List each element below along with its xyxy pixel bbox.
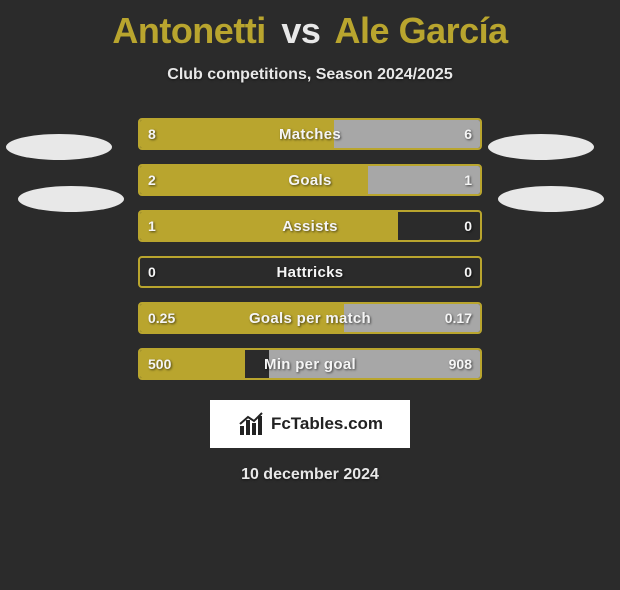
- bar-chart-icon: [237, 410, 265, 438]
- vs-separator: vs: [281, 10, 320, 51]
- stat-value-right: 6: [464, 118, 472, 150]
- stat-label: Hattricks: [138, 256, 482, 288]
- stat-value-right: 1: [464, 164, 472, 196]
- player-silhouette-placeholder: [488, 134, 594, 160]
- infographic-date: 10 december 2024: [0, 466, 620, 484]
- stat-row: Goals2 1: [138, 164, 482, 196]
- player-silhouette-placeholder: [6, 134, 112, 160]
- stat-row: Min per goal500 908: [138, 348, 482, 380]
- player-silhouette-placeholder: [498, 186, 604, 212]
- stat-value-left: 8: [148, 118, 156, 150]
- subtitle: Club competitions, Season 2024/2025: [0, 66, 620, 84]
- stat-label: Goals per match: [138, 302, 482, 334]
- stat-value-right: 908: [449, 348, 472, 380]
- stat-value-right: 0: [464, 256, 472, 288]
- player1-name: Antonetti: [112, 10, 265, 51]
- stat-value-left: 0: [148, 256, 156, 288]
- player2-name: Ale García: [335, 10, 508, 51]
- stat-value-left: 0.25: [148, 302, 175, 334]
- stat-label: Matches: [138, 118, 482, 150]
- stat-value-right: 0: [464, 210, 472, 242]
- stat-row: Hattricks0 0: [138, 256, 482, 288]
- logo-text: FcTables.com: [271, 414, 383, 434]
- fctables-logo: FcTables.com: [210, 400, 410, 448]
- stat-value-right: 0.17: [445, 302, 472, 334]
- stat-value-left: 500: [148, 348, 171, 380]
- stat-label: Min per goal: [138, 348, 482, 380]
- stat-row: Assists1 0: [138, 210, 482, 242]
- stat-label: Assists: [138, 210, 482, 242]
- stat-value-left: 2: [148, 164, 156, 196]
- stat-label: Goals: [138, 164, 482, 196]
- comparison-title: Antonetti vs Ale García: [0, 10, 620, 52]
- stat-value-left: 1: [148, 210, 156, 242]
- player-silhouette-placeholder: [18, 186, 124, 212]
- stat-row: Matches8 6: [138, 118, 482, 150]
- stat-row: Goals per match0.25 0.17: [138, 302, 482, 334]
